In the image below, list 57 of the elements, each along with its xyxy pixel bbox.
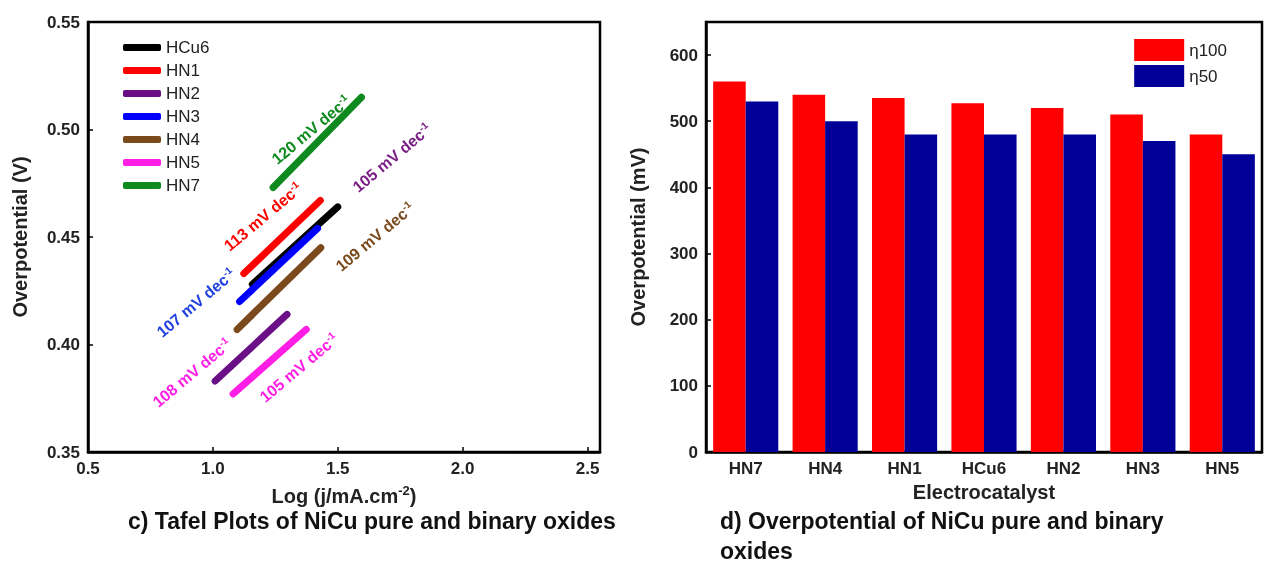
bar — [745, 101, 779, 452]
annotation: 113 mV dec-1 — [220, 178, 302, 255]
annotation: 105 mV dec-1 — [349, 119, 431, 196]
x-tick-label: HCu6 — [961, 459, 1007, 478]
bar — [1142, 141, 1176, 452]
bar — [1110, 114, 1143, 452]
bar — [825, 121, 858, 452]
y-axis-title: Overpotential (mV) — [627, 147, 649, 327]
y-tick-label: 300 — [669, 244, 698, 264]
legend-label: HN4 — [166, 130, 201, 149]
legend-label: HN2 — [166, 84, 201, 103]
text: d) Overpotential of NiCu pure and binary oxides — [720, 508, 1170, 564]
x-tick-label: HN2 — [1046, 459, 1081, 478]
y-tick-label: 200 — [669, 310, 698, 330]
y-tick-label: 400 — [669, 177, 698, 197]
y-tick-label: 0.40 — [46, 335, 80, 354]
x-tick-label: HN3 — [1125, 459, 1160, 478]
legend-label: HN1 — [166, 61, 201, 80]
y-tick-label: 0.35 — [46, 442, 80, 462]
y-tick-label: 0 — [688, 442, 698, 462]
legend-label: η50 — [1189, 66, 1218, 86]
x-tick-label: HN1 — [887, 459, 922, 478]
y-tick-label: 500 — [669, 111, 698, 131]
bar — [951, 103, 984, 452]
y-tick-label: 0.45 — [46, 227, 80, 247]
y-tick-label: 600 — [669, 45, 698, 65]
annotation: 105 mV dec-1 — [256, 329, 338, 406]
bar — [1063, 134, 1096, 452]
x-tick-label: HN5 — [1205, 459, 1240, 478]
annotation: 109 mV dec-1 — [332, 198, 414, 275]
x-tick-label: HN7 — [728, 459, 763, 478]
bar — [713, 81, 746, 452]
y-axis-title: Overpotential (V) — [9, 156, 31, 318]
y-tick-label: 0.55 — [46, 12, 80, 32]
x-tick-label: 0.5 — [76, 459, 100, 478]
y-tick-label: 100 — [669, 376, 698, 396]
y-tick-label: 0.50 — [46, 120, 80, 139]
legend-label: HN7 — [166, 176, 201, 195]
legend-label: HN3 — [166, 107, 201, 126]
x-tick-label: 2.0 — [450, 459, 475, 478]
bar — [872, 98, 905, 452]
x-tick-label: 1.0 — [201, 459, 225, 478]
x-tick-label: 1.5 — [325, 459, 350, 478]
bar — [984, 134, 1017, 452]
x-axis-title: Electrocatalyst — [912, 481, 1056, 503]
legend-label: η100 — [1189, 40, 1228, 60]
bar — [904, 134, 938, 452]
legend-label: HCu6 — [166, 38, 210, 57]
bar — [1030, 108, 1064, 452]
x-tick-label: 2.5 — [575, 459, 600, 478]
bar — [1222, 154, 1255, 452]
x-tick-label: HN4 — [808, 459, 843, 478]
text: c) Tafel Plots of NiCu pure and binary oxides — [128, 508, 616, 534]
annotation: 120 mV dec-1 — [268, 91, 350, 168]
bar — [1189, 134, 1223, 452]
legend-label: HN5 — [166, 153, 201, 172]
bar — [792, 94, 826, 452]
